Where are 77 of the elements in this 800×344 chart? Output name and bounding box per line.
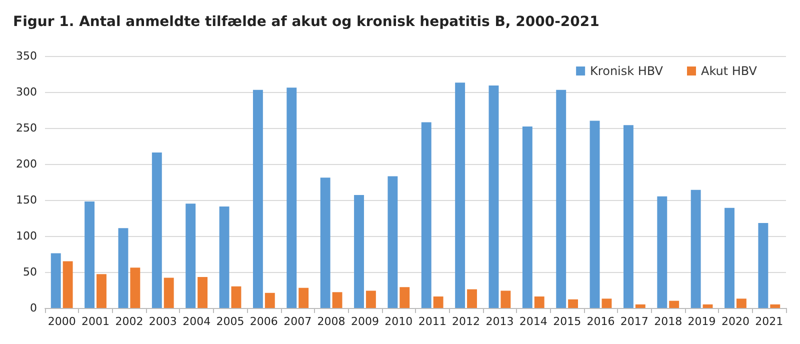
bar [770, 304, 780, 308]
bar [534, 296, 544, 308]
bar [186, 204, 196, 308]
y-tick-label: 200 [16, 158, 37, 170]
x-tick-label: 2015 [553, 315, 582, 328]
bar [354, 194, 364, 308]
bar [522, 126, 532, 308]
x-tick-label: 2005 [216, 315, 244, 328]
bar [623, 125, 634, 308]
bar [690, 190, 701, 308]
x-tick-label: 2000 [48, 315, 76, 328]
bar [152, 152, 162, 308]
x-tick-label: 2017 [620, 315, 648, 328]
bar [198, 277, 208, 308]
legend-label: Akut HBV [700, 64, 758, 78]
bar [62, 261, 73, 308]
x-tick-label: 2010 [384, 315, 413, 328]
chart-title: Figur 1. Antal anmeldte tilfælde af akut og kronisk hepatitis B, 2000-2021 [13, 14, 600, 30]
bar [702, 304, 713, 308]
bar [635, 304, 646, 308]
bar [500, 290, 511, 308]
legend-label: Kronisk HBV [590, 64, 664, 78]
bar [264, 292, 275, 308]
y-tick-label: 0 [30, 302, 37, 314]
x-tick-label: 2001 [82, 315, 110, 328]
bar [421, 122, 432, 308]
bar [556, 90, 566, 308]
bar [50, 253, 61, 308]
x-tick-label: 2021 [755, 315, 784, 328]
y-tick-label: 50 [23, 266, 37, 278]
x-tick-label: 2019 [688, 315, 716, 328]
x-tick-label: 2003 [148, 315, 177, 328]
bar [84, 201, 95, 308]
bar [669, 300, 680, 308]
bar [488, 86, 499, 308]
x-tick-label: 2009 [350, 315, 379, 328]
bar [130, 268, 140, 308]
y-tick-label: 350 [16, 50, 37, 62]
y-tick-label: 150 [16, 194, 37, 206]
bar [388, 176, 398, 308]
x-tick-label: 2012 [452, 315, 480, 328]
bar [602, 298, 612, 308]
bar [568, 299, 578, 308]
bar [590, 120, 600, 308]
x-tick-label: 2008 [317, 315, 346, 328]
bar [298, 288, 309, 308]
bar [758, 223, 768, 308]
x-tick-label: 2020 [721, 315, 750, 328]
bar [219, 206, 230, 308]
x-tick-label: 2004 [182, 315, 211, 328]
bar [366, 290, 376, 308]
x-tick-label: 2002 [115, 315, 144, 328]
bar [467, 289, 477, 308]
bar [332, 292, 342, 308]
x-tick-label: 2006 [250, 315, 278, 328]
bar [724, 208, 734, 308]
y-tick-label: 300 [16, 86, 37, 98]
y-tick-label: 250 [16, 122, 37, 134]
bar [433, 296, 444, 308]
bar [96, 274, 106, 308]
bar [164, 278, 174, 308]
x-tick-label: 2013 [486, 315, 514, 328]
x-tick-label: 2011 [418, 315, 446, 328]
bar [231, 286, 242, 308]
bar [736, 298, 746, 308]
x-tick-label: 2018 [654, 315, 682, 328]
bar [118, 228, 128, 308]
x-tick-label: 2016 [586, 315, 615, 328]
bar [252, 90, 263, 308]
x-tick-label: 2014 [519, 315, 548, 328]
bar [320, 178, 330, 308]
bar [455, 82, 466, 308]
x-tick-label: 2007 [284, 315, 312, 328]
bar [286, 88, 297, 308]
bar [400, 287, 410, 308]
y-tick-label: 100 [16, 230, 37, 242]
bar [657, 196, 668, 308]
